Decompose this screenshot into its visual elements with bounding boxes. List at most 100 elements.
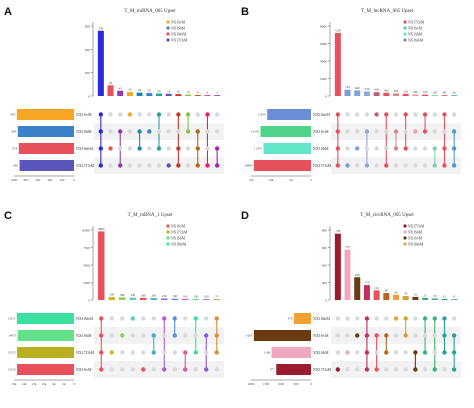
set-size-label: 905: [11, 113, 16, 117]
matrix-dot-empty: [204, 316, 209, 321]
set-name-label: NX1SvM: [76, 112, 92, 117]
y-tick-label: 200: [85, 71, 91, 75]
intersection-value-label: 45: [404, 292, 408, 296]
matrix-dot-filled: [195, 146, 200, 151]
matrix-dot-empty: [374, 163, 379, 168]
matrix-dot-filled: [195, 163, 200, 168]
matrix-dot-filled: [451, 350, 457, 355]
matrix-dot-empty: [345, 316, 350, 321]
matrix-dot-filled: [156, 112, 162, 117]
intersection-value-label: 80: [385, 289, 389, 293]
legend-entry: NX1SbM: [408, 32, 423, 36]
legend-swatch: [166, 242, 170, 246]
y-tick-label: 6000: [320, 42, 327, 46]
matrix-dot-filled: [214, 350, 219, 355]
legend-swatch: [166, 224, 170, 228]
matrix-dot-empty: [127, 163, 133, 168]
intersection-value-label: 110: [374, 286, 379, 290]
set-name-label: NX17CbM: [76, 350, 94, 355]
matrix-dot-filled: [413, 367, 418, 372]
matrix-dot-filled: [193, 316, 198, 321]
matrix-dot-filled: [422, 350, 428, 355]
matrix-dot-empty: [393, 333, 399, 338]
matrix-dot-empty: [432, 112, 437, 117]
matrix-row-band: [94, 361, 224, 378]
matrix-dot-filled: [99, 367, 104, 372]
matrix-dot-empty: [413, 163, 418, 168]
intersection-value-label: 7205: [335, 28, 342, 32]
intersection-bar: [412, 296, 419, 300]
intersection-value-label: 130: [193, 295, 198, 299]
matrix-dot-empty: [384, 146, 389, 151]
intersection-bar: [194, 94, 201, 96]
intersection-bar: [171, 298, 179, 300]
intersection-bar: [97, 231, 105, 300]
intersection-value-label: 60: [453, 91, 457, 95]
y-tick-label: 2000: [320, 77, 327, 81]
legend-swatch: [403, 224, 407, 228]
matrix-dot-empty: [345, 333, 350, 338]
chart-title: T_M_miRNA_005 Upset: [124, 9, 176, 14]
upset-chart-b: T_M_lncRNA_005 Upset02000400060008000720…: [244, 9, 461, 182]
matrix-dot-empty: [162, 350, 167, 355]
legend-entry: NX18shM: [171, 32, 187, 36]
matrix-dot-filled: [345, 163, 350, 168]
matrix-dot-empty: [166, 112, 171, 117]
legend-entry: NX1SvM: [408, 26, 423, 30]
matrix-dot-filled: [442, 333, 447, 338]
upset-chart-c: T_M_mRNA_1 Upset 0 2500 5000 7500 10000 9800 42…: [7, 213, 224, 386]
matrix-dot-filled: [432, 367, 437, 372]
y-tick-label: 2500: [83, 281, 90, 285]
matrix-dot-empty: [162, 333, 167, 338]
set-size-bar: [16, 109, 74, 120]
intersection-bar: [175, 94, 182, 96]
set-size-tick-label: 200: [60, 178, 65, 182]
intersection-bar: [354, 90, 361, 96]
intersection-bar: [431, 94, 438, 96]
legend-swatch: [403, 230, 407, 234]
set-size-tick-label: 10k: [269, 178, 274, 182]
matrix-dot-empty: [166, 129, 171, 134]
matrix-dot-empty: [355, 112, 360, 117]
matrix-dot-filled: [432, 146, 437, 151]
set-size-tick-label: 600: [36, 178, 41, 182]
matrix-dot-filled: [384, 163, 389, 168]
matrix-dot-empty: [451, 112, 457, 117]
matrix-row-band: [94, 327, 224, 344]
matrix-dot-empty: [205, 146, 210, 151]
intersection-value-label: 25: [148, 89, 152, 93]
matrix-dot-filled: [205, 112, 210, 117]
matrix-dot-filled: [451, 333, 457, 338]
matrix-dot-empty: [127, 129, 133, 134]
matrix-dot-empty: [413, 112, 418, 117]
intersection-value-label: 360: [384, 88, 389, 92]
intersection-value-label: 6: [207, 91, 209, 95]
matrix-dot-filled: [130, 316, 135, 321]
intersection-bar: [441, 298, 448, 300]
matrix-dot-empty: [374, 350, 379, 355]
matrix-dot-filled: [451, 163, 457, 168]
panel-b-label: B: [241, 6, 249, 18]
matrix-dot-empty: [151, 367, 156, 372]
intersection-value-label: 250: [403, 89, 408, 93]
matrix-dot-empty: [364, 146, 370, 151]
matrix-dot-empty: [185, 146, 191, 151]
intersection-bar: [150, 298, 158, 300]
matrix-dot-filled: [384, 112, 389, 117]
matrix-dot-filled: [214, 146, 220, 151]
intersection-bar: [129, 297, 137, 300]
intersection-bar: [117, 90, 124, 96]
intersection-bar: [383, 92, 390, 96]
matrix-dot-empty: [403, 367, 408, 372]
set-size-label: 977: [270, 368, 275, 372]
matrix-dot-empty: [151, 316, 156, 321]
matrix-dot-empty: [183, 316, 188, 321]
matrix-dot-filled: [172, 333, 177, 338]
intersection-bar: [441, 95, 448, 96]
intersection-value-label: 260: [151, 294, 156, 298]
intersection-value-label: 33: [128, 88, 132, 92]
set-size-bar: [17, 330, 75, 341]
legend-swatch: [403, 20, 407, 24]
matrix-dot-filled: [335, 367, 341, 372]
matrix-dot-filled: [384, 333, 389, 338]
